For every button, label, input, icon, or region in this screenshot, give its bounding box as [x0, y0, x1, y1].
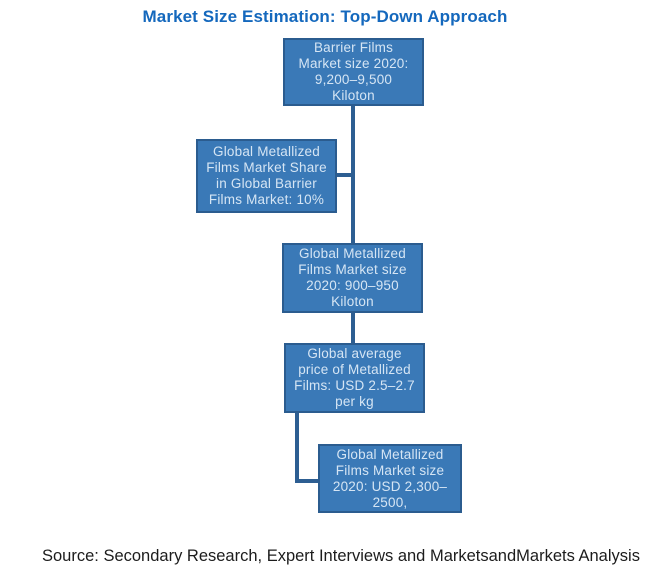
flow-box-metallized-share-in-barrier: Global Metallized Films Market Share in … — [196, 139, 337, 213]
flow-box-line: per kg — [335, 394, 374, 409]
flow-box-line: Kiloton — [332, 88, 375, 103]
diagram-title: Market Size Estimation: Top-Down Approac… — [142, 7, 508, 26]
flow-box-line: price of Metallized — [298, 362, 411, 377]
flow-box-line: Global Metallized — [213, 144, 320, 159]
flow-box-line: Films Market: 10% — [208, 192, 325, 207]
source-note: Source: Secondary Research, Expert Inter… — [42, 547, 640, 565]
flow-box-line: Films Market size — [298, 262, 407, 277]
flow-box-line: Market size 2020: — [298, 56, 409, 71]
flow-box-line: Films Market size — [335, 462, 445, 478]
flow-box-metallized-average-price: Global average price of Metallized Films… — [284, 343, 425, 413]
flow-box-line: Films: USD 2.5–2.7 — [294, 378, 415, 393]
flow-box-line: 2020: 900–950 — [306, 278, 399, 293]
connector-elbow-vertical-box4-box5 — [295, 413, 299, 483]
connector-elbow-horizontal-box4-box5 — [295, 479, 318, 483]
flow-box-barrier-films-market-size: Barrier Films Market size 2020: 9,200–9,… — [283, 38, 424, 106]
flow-box-line: Global average — [307, 346, 402, 361]
flow-box-line: 2500, — [372, 494, 408, 510]
flow-box-line: Global Metallized — [299, 246, 406, 261]
flow-box-line: Kiloton — [331, 294, 374, 309]
flow-box-line: Barrier Films — [313, 40, 394, 55]
flow-box-line: 2020: USD 2,300– — [332, 478, 448, 494]
connector-horizontal-box2 — [337, 173, 355, 177]
flow-box-line: in Global Barrier — [216, 176, 317, 191]
flow-box-line: Films Market Share — [206, 160, 327, 175]
flow-box-metallized-market-size-kiloton: Global Metallized Films Market size 2020… — [282, 243, 423, 313]
flow-box-line: 9,200–9,500 — [314, 72, 393, 87]
flow-box-line: Global Metallized — [336, 446, 444, 462]
connector-vertical-box3-box4 — [351, 313, 355, 343]
flow-box-metallized-market-size-usd: Global Metallized Films Market size 2020… — [318, 444, 462, 513]
